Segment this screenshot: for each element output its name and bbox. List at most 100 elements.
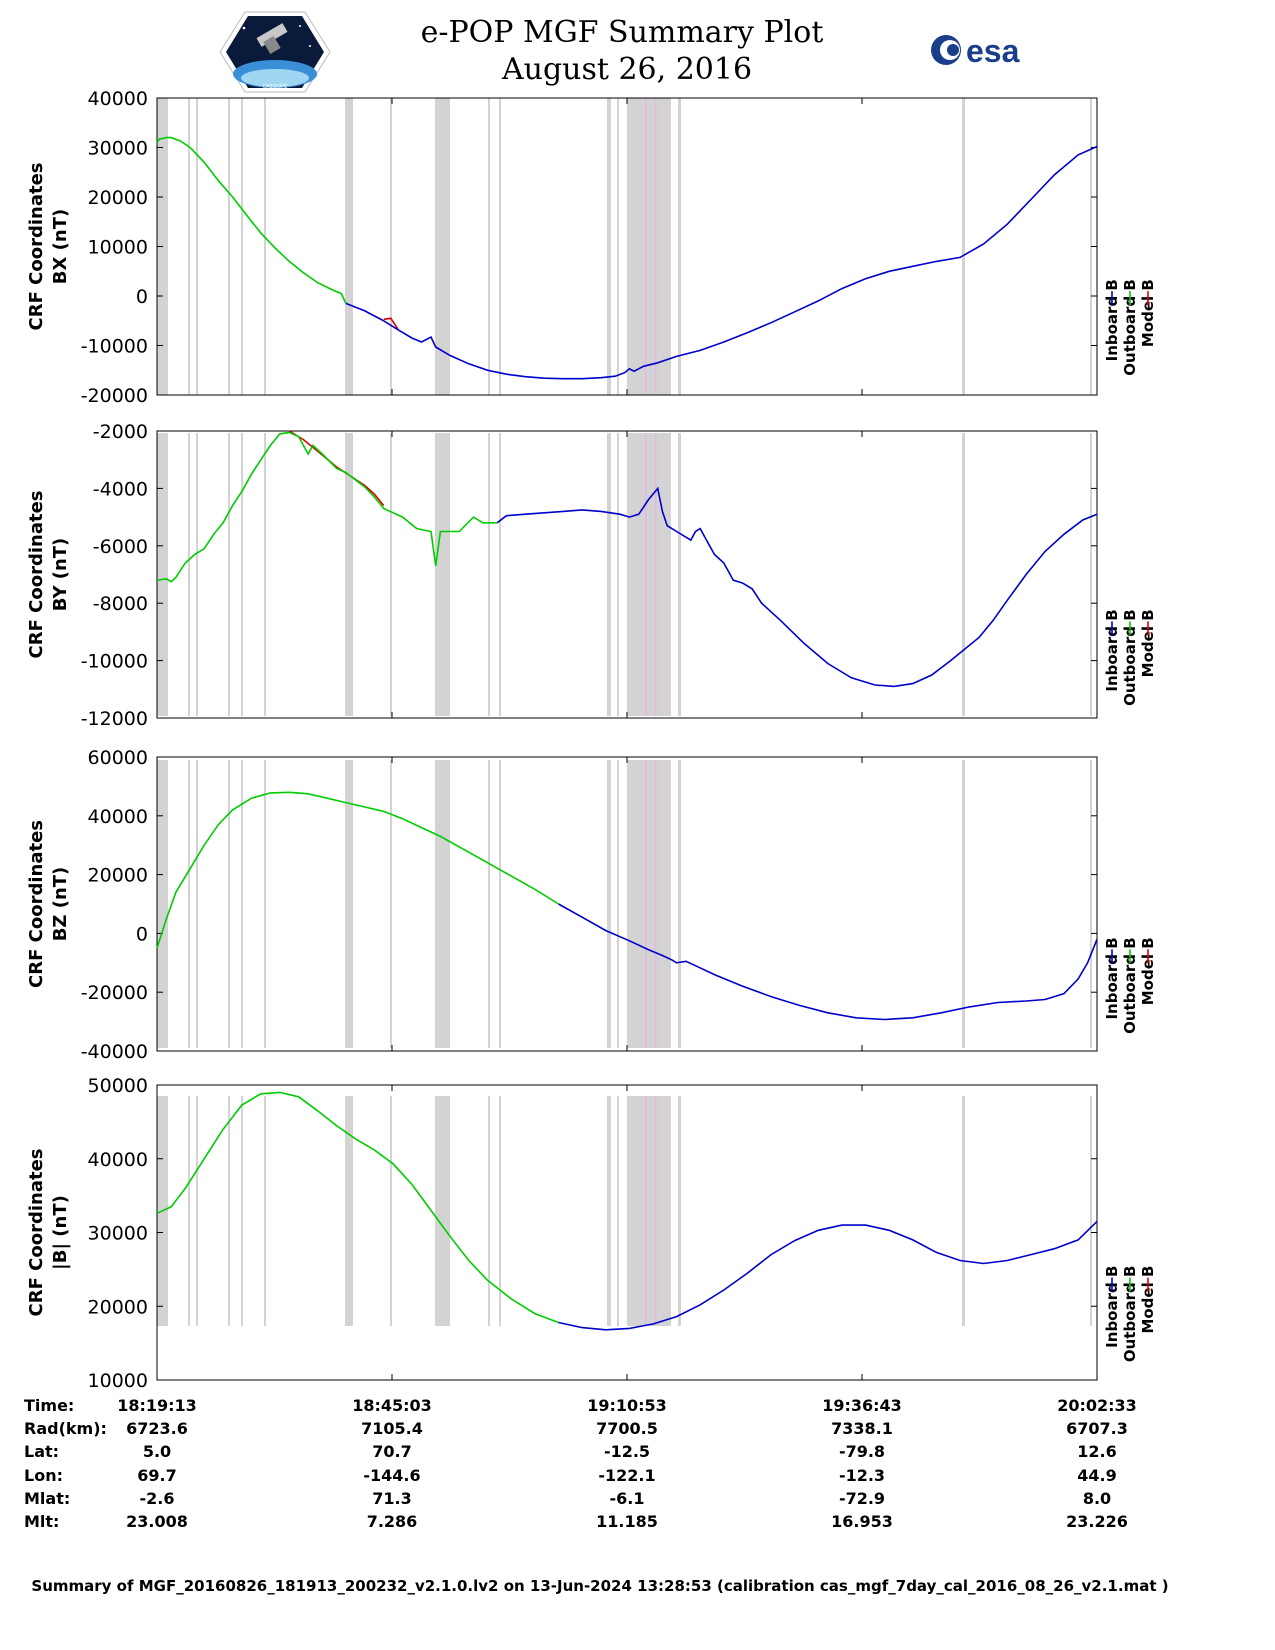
data-gap-band — [228, 760, 230, 1048]
y-axis-label-line-1: CRF Coordinates — [26, 1149, 47, 1317]
event-marker — [645, 433, 647, 716]
y-tick-label: -20000 — [81, 385, 148, 407]
y-tick-label: -2000 — [93, 421, 148, 443]
event-marker — [655, 760, 657, 1048]
info-cell: 5.0 — [143, 1442, 171, 1461]
event-marker — [645, 98, 647, 395]
data-gap-band — [607, 98, 611, 395]
title-line-1: e-POP MGF Summary Plot — [421, 15, 824, 50]
y-tick-label: 20000 — [88, 865, 148, 887]
legend-label: Model B — [1139, 279, 1157, 347]
data-gap-band — [499, 1096, 501, 1326]
info-cell: 18:19:13 — [117, 1396, 197, 1415]
y-tick-label: 10000 — [88, 237, 148, 259]
data-gap-band — [627, 1096, 671, 1326]
data-gap-band — [157, 760, 168, 1048]
data-gap-band — [678, 1096, 681, 1326]
info-cell: 69.7 — [137, 1466, 176, 1485]
data-gap-band — [488, 1096, 490, 1326]
data-gap-band — [264, 98, 266, 395]
title-line-2: August 26, 2016 — [501, 52, 752, 87]
data-gap-band — [188, 1096, 190, 1326]
legend-label: Inboard B — [1103, 279, 1121, 361]
info-cell: -144.6 — [363, 1466, 420, 1485]
row-label-lat: Lat: — [24, 1442, 59, 1461]
data-gap-band — [228, 98, 230, 395]
data-gap-band — [435, 98, 450, 395]
event-marker — [645, 760, 647, 1048]
data-gap-band — [241, 433, 243, 716]
data-gap-band — [264, 433, 266, 716]
info-cell: 19:10:53 — [587, 1396, 667, 1415]
data-gap-band — [345, 433, 353, 716]
y-tick-label: -8000 — [93, 593, 148, 615]
row-label-rad: Rad(km): — [24, 1419, 107, 1438]
series-inboard-b — [558, 903, 1098, 1021]
data-gap-band — [241, 98, 243, 395]
y-tick-label: -20000 — [81, 982, 148, 1004]
data-gap-band — [488, 433, 490, 716]
data-gap-band — [617, 433, 619, 716]
legend-label: Outboard B — [1121, 1266, 1139, 1363]
series-inboard-b — [496, 486, 1098, 688]
info-cell: 20:02:33 — [1057, 1396, 1137, 1415]
info-cell: 7700.5 — [596, 1419, 658, 1438]
bz-panel: 60000 40000 20000 0 -20000 -40000 CRF Coordina… — [26, 747, 1157, 1063]
series-outboard-b — [156, 1091, 559, 1324]
data-gap-band — [196, 433, 198, 716]
data-gap-band — [390, 760, 392, 1048]
info-cell: 23.226 — [1066, 1512, 1128, 1531]
legend-label: Model B — [1139, 1266, 1157, 1334]
data-gap-band — [345, 760, 353, 1048]
info-cell: 70.7 — [372, 1442, 411, 1461]
y-tick-label: -10000 — [81, 336, 148, 358]
y-tick-label: 20000 — [88, 187, 148, 209]
data-gap-band — [228, 1096, 230, 1326]
data-gap-band — [188, 433, 190, 716]
data-gap-band — [678, 760, 681, 1048]
data-gap-band — [241, 1096, 243, 1326]
info-cell: 18:45:03 — [352, 1396, 432, 1415]
y-axis-label-line-2: BX (nT) — [50, 209, 71, 284]
data-gap-band — [390, 433, 392, 716]
info-cell: 19:36:43 — [822, 1396, 902, 1415]
y-tick-label: 20000 — [88, 1296, 148, 1318]
info-cell: 71.3 — [372, 1489, 411, 1508]
info-cell: -6.1 — [610, 1489, 645, 1508]
y-tick-label: -40000 — [81, 1041, 148, 1063]
legend-label: Model B — [1139, 609, 1157, 677]
data-gap-band — [435, 433, 450, 716]
esa-logo: esa — [931, 33, 1020, 69]
b-magnitude-panel: 50000 40000 30000 20000 10000 CRF Coordinates… — [26, 1075, 1157, 1392]
y-tick-label: -12000 — [81, 708, 148, 730]
data-gap-band — [196, 98, 198, 395]
data-gap-band — [962, 1096, 965, 1326]
data-gap-band — [345, 98, 353, 395]
data-gap-band — [607, 433, 611, 716]
data-gap-band — [627, 98, 671, 395]
data-gap-band — [499, 433, 501, 716]
data-gap-band — [196, 760, 198, 1048]
legend-label: Inboard B — [1103, 609, 1121, 691]
y-tick-label: 60000 — [88, 747, 148, 769]
data-gap-band — [157, 433, 168, 716]
data-gap-band — [390, 1096, 392, 1326]
event-marker — [655, 98, 657, 395]
footer-caption: Summary of MGF_20160826_181913_200232_v2… — [31, 1577, 1168, 1595]
data-gap-band — [196, 1096, 198, 1326]
series-model-b — [383, 317, 399, 330]
y-tick-label: 50000 — [88, 1075, 148, 1097]
row-label-lon: Lon: — [24, 1466, 63, 1485]
y-tick-label: 30000 — [88, 1223, 148, 1245]
row-label-time: Time: — [24, 1396, 74, 1415]
info-cell: -79.8 — [839, 1442, 885, 1461]
legend-label: Inboard B — [1103, 1266, 1121, 1348]
info-cell: 7105.4 — [361, 1419, 423, 1438]
data-gap-band — [188, 98, 190, 395]
data-gap-band — [607, 760, 611, 1048]
info-cell: -122.1 — [598, 1466, 655, 1485]
data-gap-band — [345, 1096, 353, 1326]
data-gap-band — [617, 1096, 619, 1326]
y-tick-label: -4000 — [93, 478, 148, 500]
